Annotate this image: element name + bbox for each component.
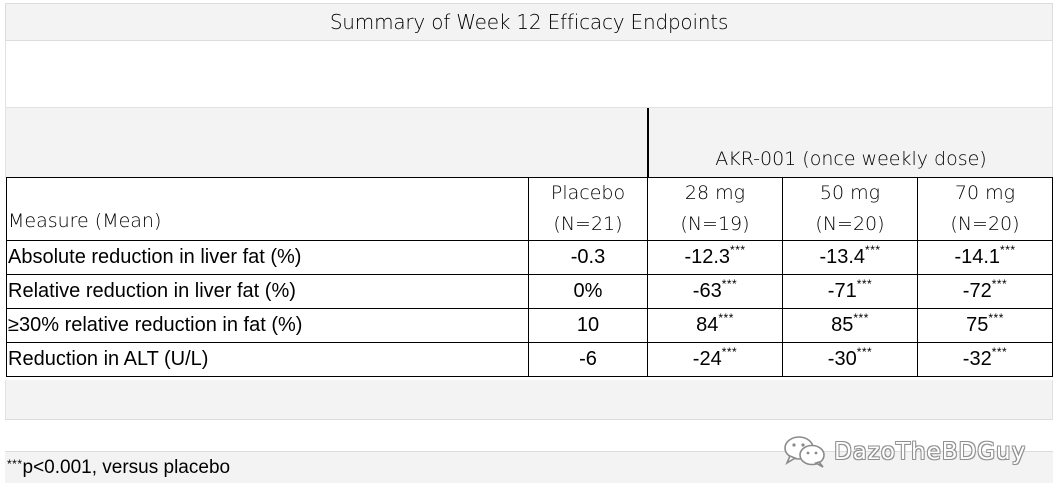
dose-28-column-header: 28 mg (N=19) [647,177,783,241]
dose-50-value: 85*** [782,308,918,343]
blank-row [5,380,1053,420]
dose-28-value: -12.3*** [647,240,783,275]
significance-marker: *** [721,345,738,359]
dose-50-value: -30*** [782,342,918,377]
significance-marker: *** [721,277,738,291]
significance-marker: *** [853,311,869,325]
dose-70-value: -32*** [917,342,1053,377]
row-measure: Reduction in ALT (U/L) [6,342,529,377]
significance-marker: *** [730,243,746,257]
placebo-value: 10 [528,308,648,343]
dose-50-column-header: 50 mg (N=20) [782,177,918,241]
footnote-bottom [5,483,1053,500]
table-row: Reduction in ALT (U/L) -6 -24*** -30*** … [6,342,1053,377]
placebo-n: (N=21) [553,213,623,235]
significance-marker: *** [1000,243,1016,257]
wechat-icon [784,436,825,468]
table-row: Absolute reduction in liver fat (%) -0.3… [6,240,1053,275]
significance-marker: *** [865,243,881,257]
table-row: ≥30% relative reduction in fat (%) 10 84… [6,308,1053,343]
dose-70-n: (N=20) [950,213,1020,235]
dose-70-column-header: 70 mg (N=20) [917,177,1053,241]
dose-70-value: 75*** [917,308,1053,343]
dose-70-value: -14.1*** [917,240,1053,275]
dose-50-value: -71*** [782,274,918,309]
placebo-value: -6 [528,342,648,377]
placebo-column-header: Placebo (N=21) [528,177,648,241]
row-measure: ≥30% relative reduction in fat (%) [6,308,529,343]
dose-50-label: 50 mg [819,182,881,204]
watermark-text: DazoTheBDGuy [834,439,1027,465]
group-header-label: AKR-001 (once weekly dose) [715,148,987,170]
dose-28-n: (N=19) [680,213,750,235]
dose-28-label: 28 mg [684,182,746,204]
row-measure: Absolute reduction in liver fat (%) [6,240,529,275]
group-header: AKR-001 (once weekly dose) [647,108,1053,178]
row-measure: Relative reduction in liver fat (%) [6,274,529,309]
footnote-marker: *** [7,456,23,471]
dose-28-value: -24*** [647,342,783,377]
significance-marker: *** [991,277,1008,291]
footnote-text: p<0.001, versus placebo [22,456,231,478]
significance-marker: *** [991,345,1008,359]
watermark: DazoTheBDGuy [782,434,1026,470]
significance-marker: *** [988,311,1004,325]
measure-column-header: Measure (Mean) [6,177,529,241]
dose-70-label: 70 mg [954,182,1016,204]
column-header-row: Measure (Mean) Placebo (N=21) 28 mg (N=1… [6,177,1053,241]
dose-28-value: 84*** [647,308,783,343]
footnote: *** p<0.001, versus placebo [5,451,1053,483]
dose-50-n: (N=20) [815,213,885,235]
significance-marker: *** [856,345,873,359]
significance-marker: *** [856,277,873,291]
header-band [5,108,1053,178]
placebo-label: Placebo [550,182,626,204]
significance-marker: *** [718,311,734,325]
dose-50-value: -13.4*** [782,240,918,275]
table-title: Summary of Week 12 Efficacy Endpoints [5,3,1053,41]
table-row: Relative reduction in liver fat (%) 0% -… [6,274,1053,309]
placebo-value: 0% [528,274,648,309]
efficacy-table: Measure (Mean) Placebo (N=21) 28 mg (N=1… [6,177,1053,377]
blank-row [5,41,1053,108]
dose-28-value: -63*** [647,274,783,309]
dose-70-value: -72*** [917,274,1053,309]
placebo-value: -0.3 [528,240,648,275]
